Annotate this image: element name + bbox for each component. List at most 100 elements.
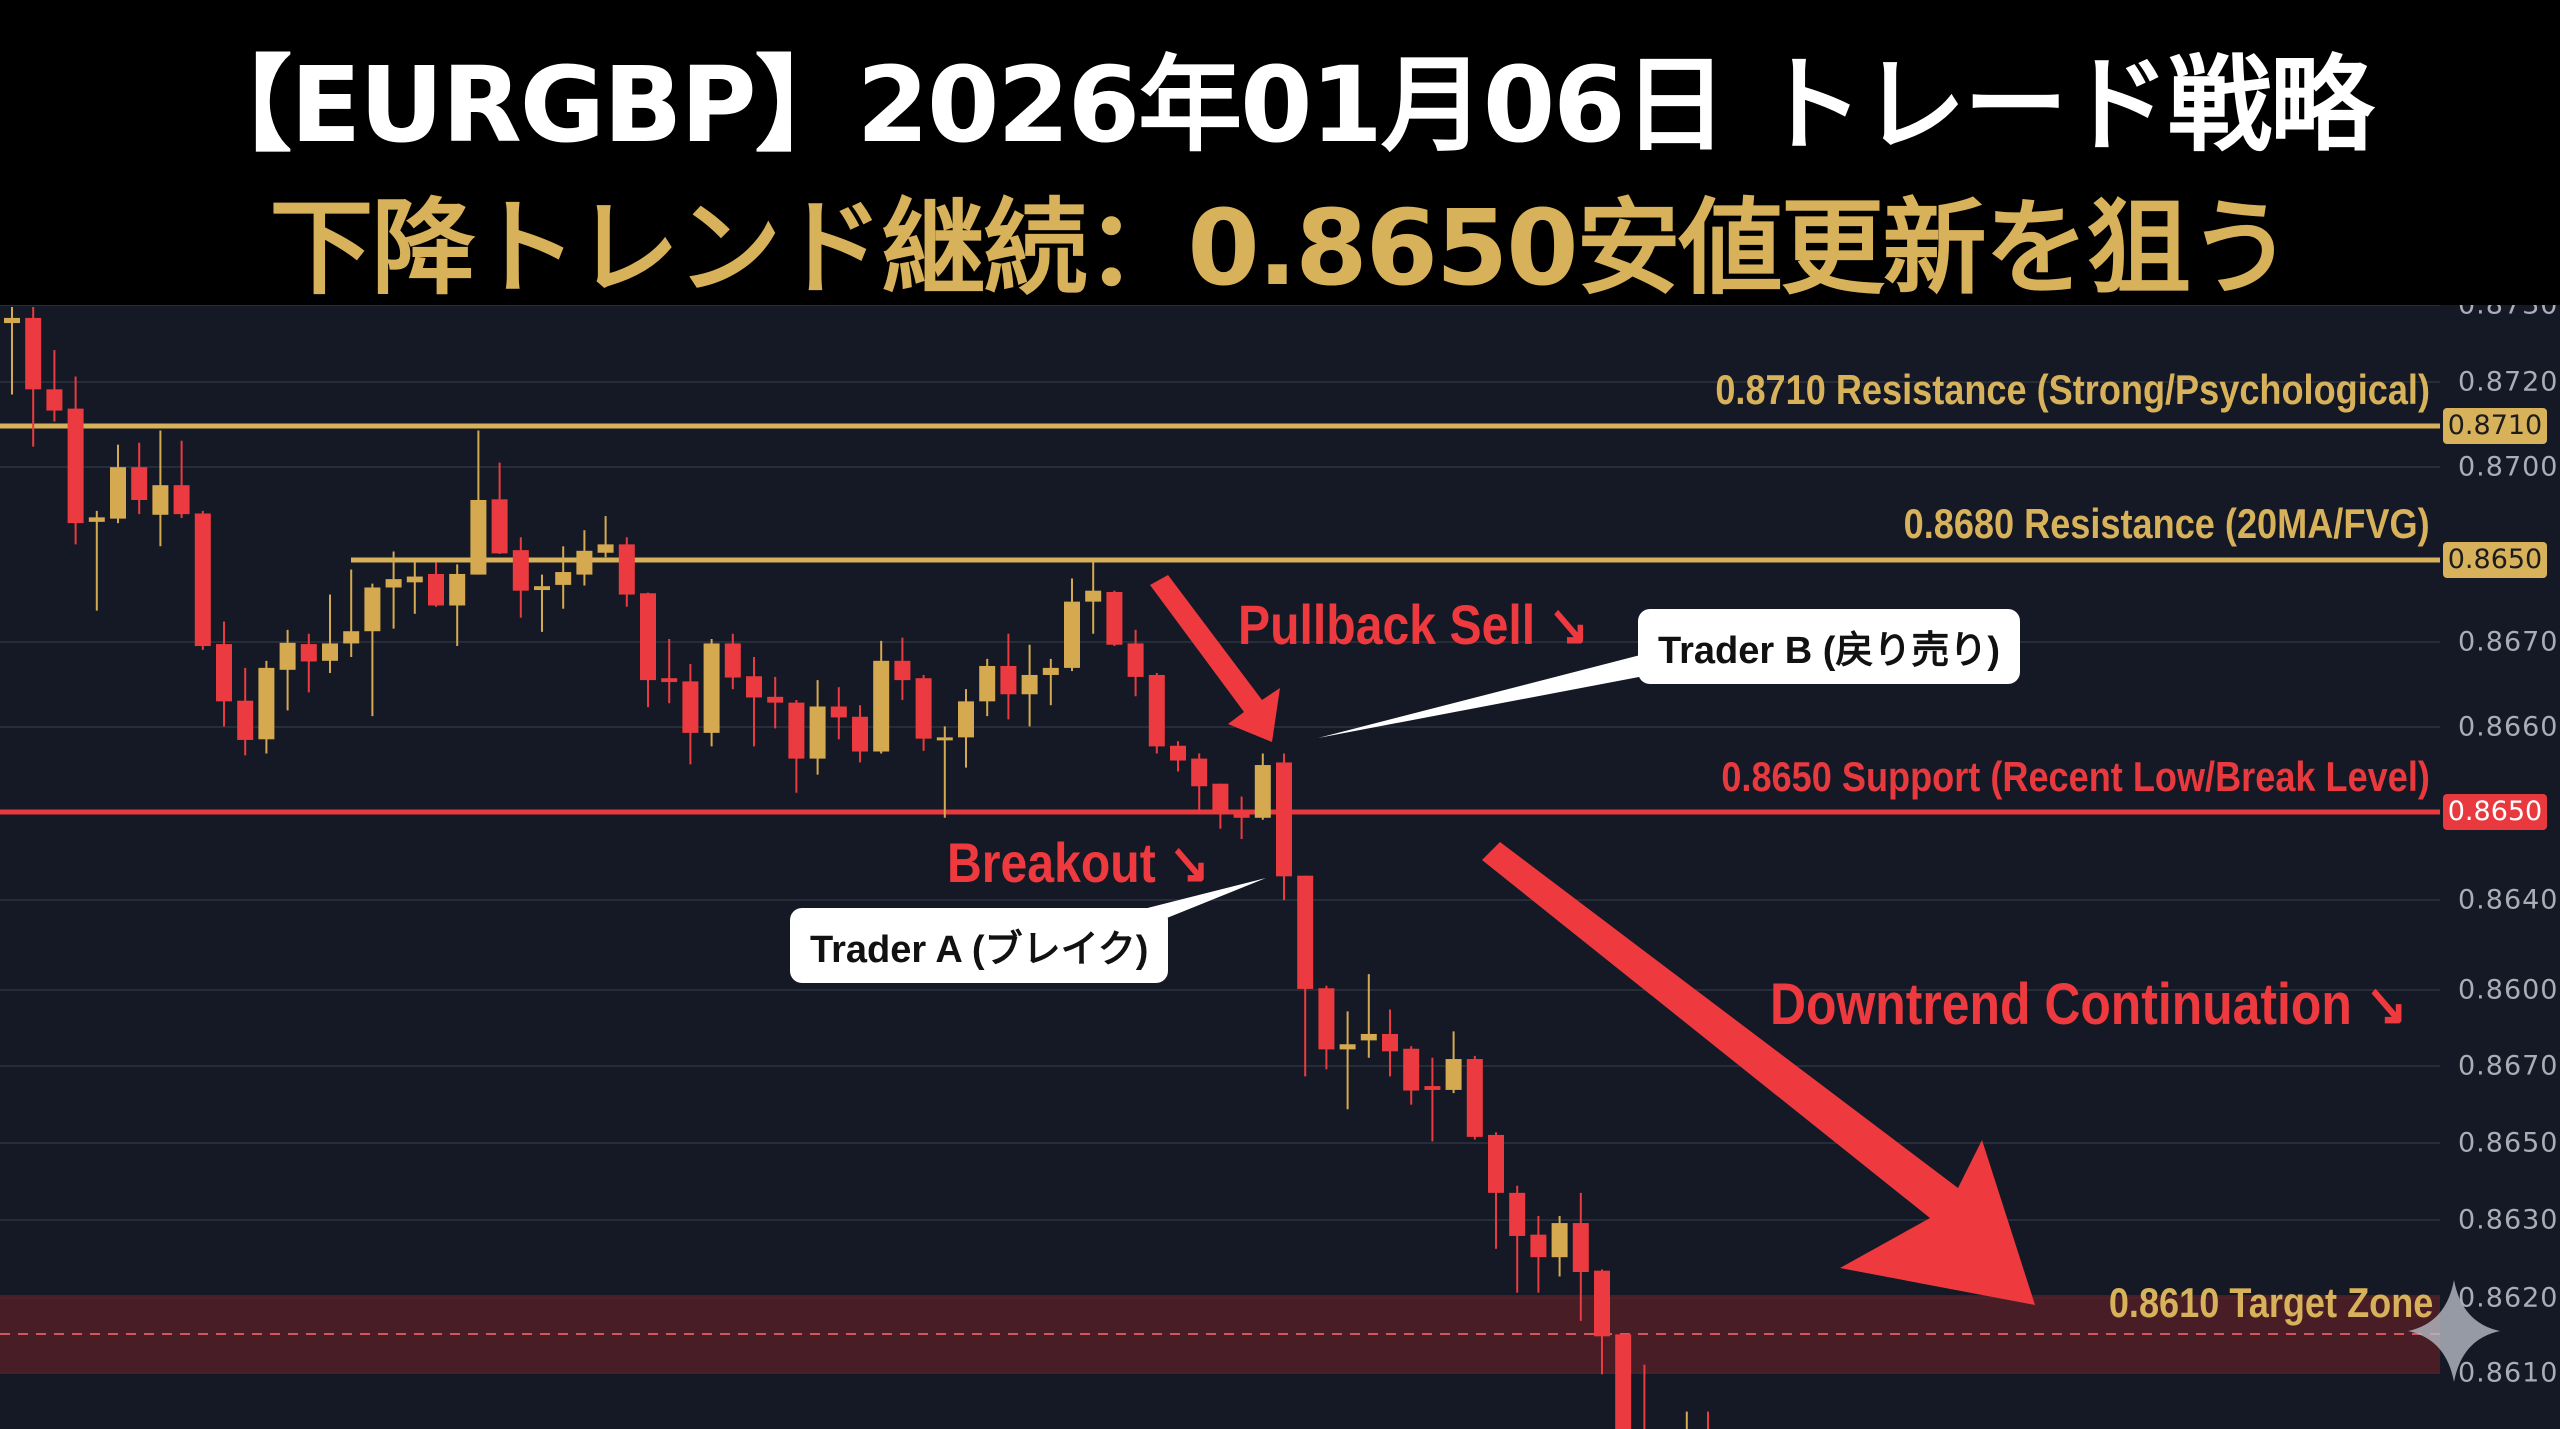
bullish-candle	[936, 726, 953, 818]
bearish-candle	[1276, 753, 1292, 901]
bearish-candle	[237, 667, 254, 756]
bearish-candle	[1488, 1132, 1504, 1249]
bullish-candle	[555, 546, 572, 609]
candle-body	[724, 643, 741, 678]
bullish-candle	[258, 660, 275, 754]
resistance-label-1: 0.8710 Resistance (Strong/Psychological)	[1715, 366, 2430, 413]
bullish-candle	[1021, 644, 1038, 727]
candle-body	[406, 576, 423, 583]
target-zone-label: 0.8610 Target Zone	[2108, 1279, 2433, 1326]
candle-body	[1594, 1270, 1610, 1337]
price-badge-resistance: 0.8710	[2443, 408, 2547, 444]
y-tick-label: 0.8660	[2458, 711, 2559, 743]
bearish-candle	[1212, 783, 1229, 829]
candle-body	[1148, 674, 1165, 747]
y-tick-label: 0.8670	[2458, 626, 2559, 658]
candle-body	[1488, 1134, 1504, 1193]
gridlines	[0, 304, 2440, 1374]
bearish-candle	[1000, 633, 1017, 720]
candle-body	[512, 550, 529, 591]
candle-body	[1318, 988, 1335, 1050]
bearish-candle	[194, 510, 211, 650]
candle-body	[703, 643, 720, 733]
candle-body	[1170, 745, 1186, 761]
bearish-candle	[216, 621, 232, 727]
candle-body	[364, 587, 381, 632]
candle-body	[470, 499, 487, 575]
bearish-candle	[894, 637, 911, 701]
candle-body	[1106, 591, 1123, 645]
bearish-candle	[173, 440, 190, 518]
candle-body	[194, 513, 211, 647]
candle-body	[1000, 665, 1017, 695]
candle-body	[1064, 601, 1080, 668]
y-tick-label: 0.8650	[2458, 1127, 2559, 1159]
candle-body	[300, 644, 317, 662]
bearish-candle	[618, 537, 635, 607]
y-tick-label: 0.8620	[2458, 1282, 2559, 1314]
bullish-candle	[1339, 1011, 1356, 1110]
candle-body	[1254, 765, 1271, 818]
candle-body	[640, 593, 656, 681]
bearish-candle	[1106, 590, 1123, 647]
bullish-candle	[809, 680, 826, 775]
bullish-candle	[1551, 1216, 1568, 1277]
bearish-candle	[428, 562, 444, 607]
y-tick-label: 0.8640	[2458, 884, 2559, 916]
candle-body	[1127, 643, 1144, 677]
trader-b-pointer	[1318, 650, 1665, 738]
candle-body	[576, 550, 593, 575]
bearish-candle	[67, 376, 84, 545]
bullish-candle	[406, 562, 423, 614]
candle-body	[682, 681, 699, 733]
candle-body	[258, 667, 275, 740]
y-tick-label: 0.8610	[2458, 1357, 2559, 1389]
candle-body	[343, 631, 360, 644]
candle-body	[830, 706, 847, 718]
bullish-candle	[470, 430, 487, 575]
candle-body	[1233, 811, 1250, 818]
bullish-candle	[322, 594, 338, 674]
bearish-candle	[788, 700, 805, 793]
candle-body	[1297, 875, 1314, 989]
trader-a-callout: Trader A (ブレイク)	[790, 908, 1169, 983]
resistance-label-2: 0.8680 Resistance (20MA/FVG)	[1904, 500, 2430, 547]
bullish-candle	[1085, 562, 1102, 634]
bullish-candle	[1360, 974, 1377, 1058]
candle-body	[1466, 1059, 1483, 1137]
bearish-candle	[724, 633, 741, 690]
candle-body	[555, 572, 572, 585]
candle-body	[46, 389, 63, 411]
bearish-candle	[767, 676, 784, 729]
bullish-candle	[958, 689, 974, 768]
downtrend-continuation-label: Downtrend Continuation ↘	[1770, 972, 2408, 1037]
candle-body	[1615, 1334, 1632, 1429]
bearish-candle	[131, 442, 148, 515]
candle-body	[279, 642, 296, 670]
candle-body	[1551, 1223, 1568, 1258]
candle-body	[25, 317, 42, 390]
candle-body	[809, 706, 826, 759]
bullish-candle	[152, 430, 169, 547]
candle-body	[788, 702, 805, 759]
breakout-label: Breakout ↘	[947, 831, 1210, 894]
bullish-candle	[1064, 578, 1080, 672]
y-tick-label: 0.8630	[2458, 1204, 2559, 1236]
bearish-candle	[1382, 1009, 1398, 1077]
candle-body	[110, 467, 126, 519]
bullish-candle	[576, 530, 593, 586]
candle-body	[746, 676, 762, 698]
bearish-candle	[1530, 1216, 1547, 1293]
bullish-candle	[449, 564, 466, 647]
bullish-candle	[88, 510, 105, 611]
y-tick-label: 0.8670	[2458, 1050, 2559, 1082]
bearish-candle	[46, 350, 63, 422]
candle-body	[1424, 1086, 1441, 1090]
bearish-candle	[1127, 629, 1144, 697]
candle-body	[894, 660, 911, 681]
bullish-candle	[385, 551, 402, 629]
bearish-candle	[1509, 1185, 1526, 1293]
bullish-candle	[873, 640, 890, 754]
bullish-candle	[703, 638, 720, 747]
